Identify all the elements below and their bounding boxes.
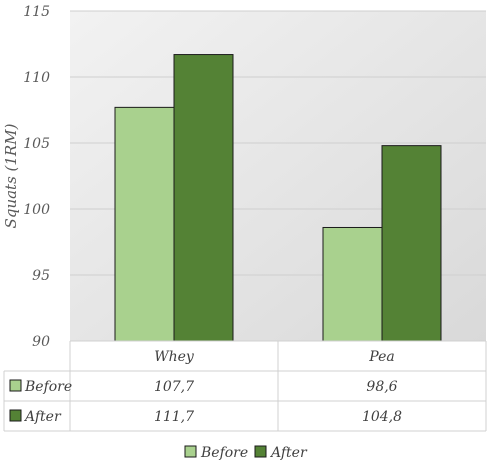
y-tick-label: 90 [32, 334, 50, 350]
table-cell-value: 104,8 [362, 409, 402, 425]
data-table: Whey Pea Before 107,7 98,6 After 111,7 104,8 [3, 340, 487, 432]
table-cell-value: 107,7 [154, 379, 194, 395]
legend-key-before [184, 445, 197, 458]
bars [114, 54, 442, 342]
category-label: Whey [154, 349, 195, 365]
table-legend-key [9, 379, 22, 392]
table-series-label: Before [24, 379, 72, 395]
bar-after-pea [381, 145, 442, 342]
y-axis-ticks: 90 95 100 105 110 115 [23, 4, 50, 350]
bar-after-whey [173, 54, 234, 342]
y-tick-label: 95 [32, 268, 50, 284]
y-axis-label: Squats (1RM) [2, 123, 20, 228]
bar-before-pea [322, 226, 383, 342]
table-series-label: After [23, 409, 62, 425]
legend-label-after: After [269, 445, 308, 461]
y-tick-label: 115 [23, 4, 50, 20]
legend: Before After [184, 445, 308, 461]
bar-before-whey [114, 106, 175, 342]
table-cell-value: 111,7 [154, 409, 194, 425]
table-legend-key [9, 409, 22, 422]
y-tick-label: 100 [23, 202, 50, 218]
category-label: Pea [368, 349, 394, 365]
legend-key-after [254, 445, 267, 458]
legend-label-before: Before [200, 445, 248, 461]
y-tick-label: 105 [23, 136, 50, 152]
y-tick-label: 110 [23, 70, 50, 86]
table-cell-value: 98,6 [366, 379, 397, 395]
